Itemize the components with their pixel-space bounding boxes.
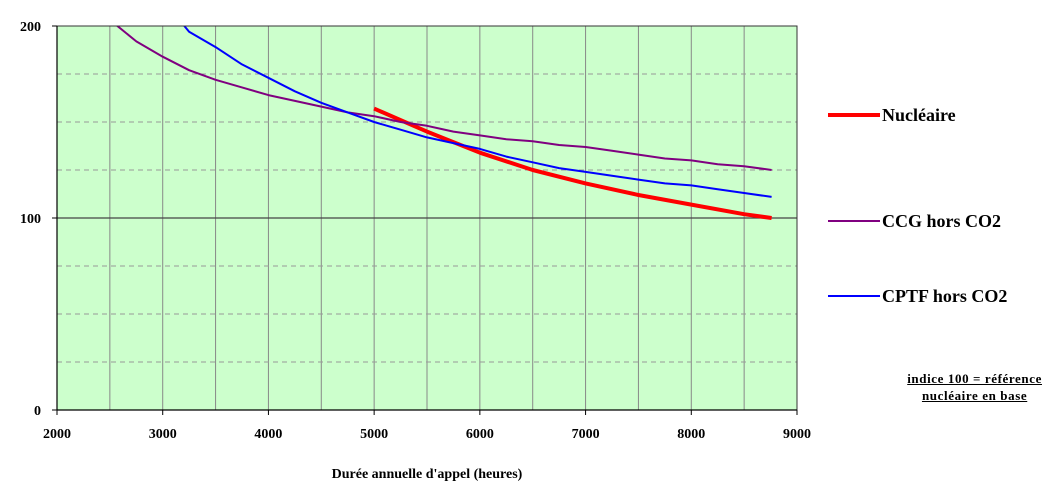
legend: Nucléaire CCG hors CO2 CPTF hors CO2 [828,105,1007,306]
x-tick-label: 8000 [677,427,705,442]
legend-label-1: Nucléaire [882,105,956,125]
series-lines [115,26,772,220]
series-line-3 [183,26,772,198]
x-tick-label: 6000 [466,427,494,442]
x-tick-label: 3000 [149,427,177,442]
y-tick-label: 200 [20,20,41,35]
series-line-1 [373,106,772,220]
legend-label-3: CPTF hors CO2 [882,286,1007,306]
tick-labels: 2000 3000 4000 5000 6000 7000 8000 9000 0 100 200 [20,20,811,442]
annotation-note: indice 100 = référence nucléaire en base [907,370,1042,404]
series-line-2 [115,26,772,171]
annotation-line-1: indice 100 = référence [907,371,1042,386]
x-tick-label: 5000 [360,427,388,442]
x-tick-label: 4000 [254,427,282,442]
gridlines [57,26,797,410]
x-tick-label: 7000 [572,427,600,442]
legend-label-2: CCG hors CO2 [882,211,1001,231]
x-tick-label: 2000 [43,427,71,442]
x-tick-label: 9000 [783,427,811,442]
y-tick-label: 0 [34,404,41,419]
y-tick-label: 100 [20,212,41,227]
annotation-line-2: nucléaire en base [921,388,1028,403]
x-axis-title: Durée annuelle d'appel (heures) [332,467,523,482]
